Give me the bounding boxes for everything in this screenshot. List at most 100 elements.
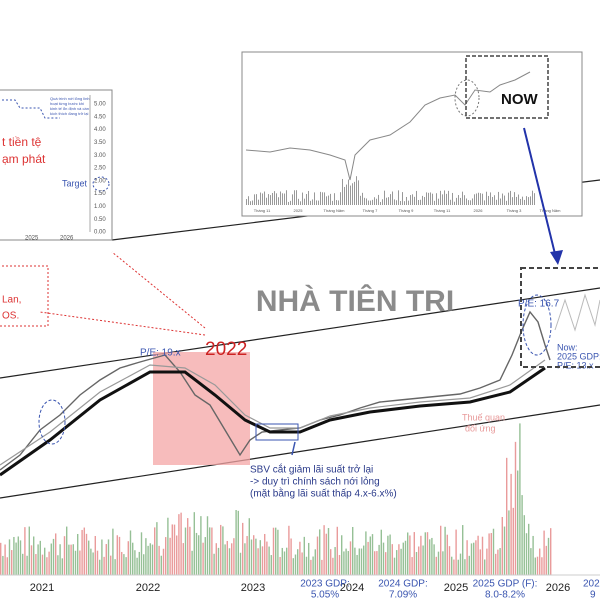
volume-bar <box>162 548 165 575</box>
x-tick-label: 2022 <box>136 582 160 594</box>
volume-bar <box>92 552 94 575</box>
volume-bar <box>292 558 294 575</box>
volume-bar <box>321 559 323 575</box>
volume-bar <box>258 199 259 205</box>
volume-bar <box>345 548 347 575</box>
volume-bar <box>118 536 121 575</box>
volume-bar <box>464 195 465 205</box>
volume-bar <box>138 551 140 575</box>
volume-bar <box>320 191 321 205</box>
volume-bar <box>246 199 247 205</box>
volume-bar <box>424 532 426 575</box>
volume-bar <box>83 527 85 575</box>
gdp-value: 8.0-8.2% <box>485 590 525 600</box>
volume-bar <box>475 540 477 575</box>
volume-bar <box>326 196 327 205</box>
volume-bar <box>457 559 459 575</box>
volume-bar <box>404 540 407 575</box>
volume-bar <box>468 200 469 205</box>
volume-bar <box>380 529 382 575</box>
volume-bar <box>305 556 308 575</box>
volume-bar <box>101 539 103 575</box>
volume-bar <box>215 543 217 575</box>
volume-bar <box>209 527 211 575</box>
now-note: P/E: 13.x <box>557 360 594 370</box>
volume-bar <box>484 559 486 575</box>
volume-bar <box>264 533 266 575</box>
volume-bar <box>506 200 507 205</box>
volume-bar <box>160 555 162 575</box>
volume-bar <box>530 548 532 575</box>
volume-bar <box>81 529 83 575</box>
volume-bar <box>184 527 187 575</box>
volume-bar <box>400 201 401 205</box>
volume-bar <box>88 540 90 575</box>
volume-bar <box>114 559 116 575</box>
volume-bar <box>349 541 352 575</box>
volume-bar <box>132 542 134 575</box>
volume-bar <box>48 551 50 575</box>
volume-bar <box>458 195 459 205</box>
box-text: OS. <box>2 311 19 322</box>
note: Quá trình nới lỏng linh hoạt từng bước k… <box>50 96 90 116</box>
volume-bar <box>303 536 305 575</box>
volume-bar <box>414 196 415 205</box>
volume-bar <box>147 545 149 575</box>
volume-bar <box>534 193 535 205</box>
volume-bar <box>456 197 457 205</box>
volume-bar <box>182 543 184 575</box>
moving-average <box>0 359 546 466</box>
gdp-label: 2023 GDP: <box>300 579 349 590</box>
price-line <box>0 310 551 471</box>
x-label: 2025 <box>25 236 39 242</box>
circle-mark <box>522 294 552 356</box>
tariff-note: Thuế quan <box>462 412 505 422</box>
volume-bar <box>338 200 339 205</box>
volume-bar <box>389 534 391 575</box>
volume-bar <box>440 190 441 205</box>
volume-bar <box>316 536 319 575</box>
volume-bar <box>372 199 373 205</box>
volume-bar <box>270 555 272 575</box>
y-tick-label: 5.00 <box>94 102 106 108</box>
inset-title: ạm phát <box>2 152 46 166</box>
volume-bar <box>426 192 427 205</box>
volume-bar <box>306 194 307 205</box>
x-tick-label: 2021 <box>30 582 54 594</box>
volume-bar <box>442 194 443 205</box>
volume-bar <box>492 528 495 575</box>
volume-bar <box>11 550 13 575</box>
volume-bar <box>486 548 488 575</box>
volume-bar <box>547 537 550 575</box>
volume-bar <box>195 532 198 575</box>
x-tick-label: Tháng 11 <box>434 208 451 213</box>
volume-bar <box>367 541 369 575</box>
volume-bar <box>422 195 423 205</box>
volume-bar <box>74 550 77 575</box>
volume-bar <box>462 191 463 205</box>
volume-bar <box>116 535 118 575</box>
volume-bar <box>264 191 265 205</box>
volume-bar <box>70 544 72 575</box>
volume-bar <box>314 192 315 205</box>
volume-bar <box>322 192 323 205</box>
volume-bar <box>301 552 303 575</box>
volume-bar <box>498 191 499 205</box>
volume-bar <box>149 543 151 575</box>
volume-bar <box>409 535 411 575</box>
volume-bar <box>503 526 506 575</box>
volume-bar <box>526 196 527 205</box>
volume-bar <box>508 510 510 575</box>
volume-bar <box>308 542 310 575</box>
volume-bar <box>246 536 248 575</box>
watermark: NHÀ TIÊN TRI <box>256 284 454 318</box>
volume-bar <box>370 200 371 205</box>
volume-bar <box>415 551 418 575</box>
volume-bar <box>437 551 440 575</box>
volume-bar <box>272 192 273 205</box>
volume-bar <box>298 198 299 205</box>
volume-bar <box>474 194 475 205</box>
volume-bar <box>466 540 468 575</box>
volume-bar <box>390 194 391 205</box>
volume-bar <box>239 552 242 575</box>
